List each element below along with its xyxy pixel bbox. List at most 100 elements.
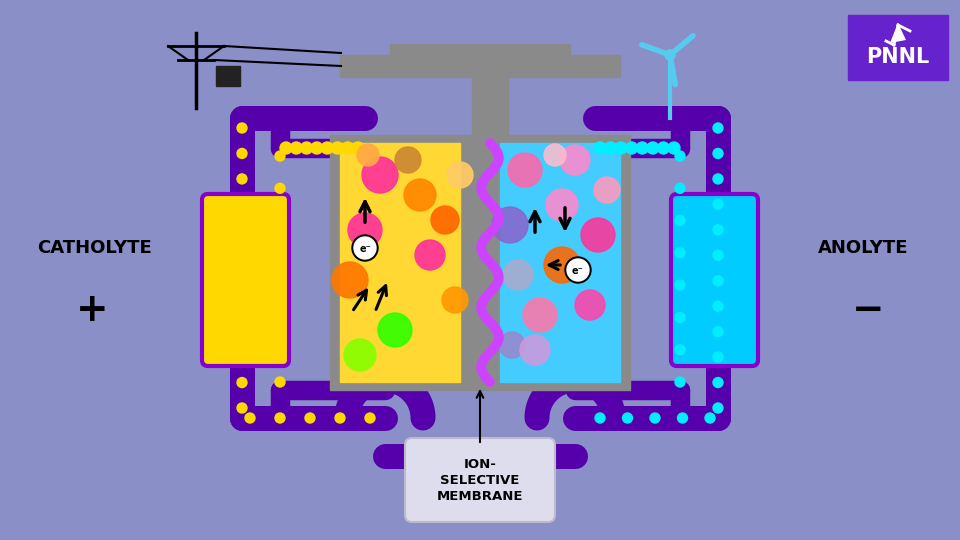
Circle shape	[431, 206, 459, 234]
Text: e⁻: e⁻	[359, 244, 371, 253]
Circle shape	[275, 377, 285, 387]
Circle shape	[404, 179, 436, 211]
FancyBboxPatch shape	[202, 194, 289, 366]
FancyBboxPatch shape	[671, 194, 758, 366]
Circle shape	[675, 151, 685, 161]
Circle shape	[499, 332, 525, 358]
Circle shape	[237, 123, 247, 133]
Circle shape	[365, 413, 375, 423]
Circle shape	[237, 352, 247, 362]
Circle shape	[447, 162, 473, 188]
Circle shape	[335, 413, 345, 423]
Circle shape	[658, 142, 669, 154]
Circle shape	[362, 157, 398, 193]
Circle shape	[595, 413, 605, 423]
Circle shape	[560, 145, 590, 175]
Circle shape	[713, 225, 723, 235]
Text: ANOLYTE: ANOLYTE	[818, 239, 908, 257]
Circle shape	[605, 142, 616, 154]
Circle shape	[544, 144, 566, 166]
Circle shape	[237, 148, 247, 158]
Circle shape	[594, 177, 620, 203]
Circle shape	[520, 335, 550, 365]
Circle shape	[245, 413, 255, 423]
Circle shape	[237, 327, 247, 336]
Circle shape	[290, 142, 302, 154]
Circle shape	[275, 345, 285, 355]
Circle shape	[508, 153, 542, 187]
Circle shape	[237, 199, 247, 210]
Circle shape	[275, 313, 285, 322]
Circle shape	[567, 259, 589, 281]
Circle shape	[442, 287, 468, 313]
Circle shape	[546, 189, 578, 221]
Bar	[330, 135, 630, 390]
Circle shape	[713, 276, 723, 286]
Bar	[500, 143, 620, 382]
Text: −: −	[852, 291, 884, 329]
Circle shape	[705, 413, 715, 423]
Circle shape	[275, 280, 285, 290]
Circle shape	[675, 377, 685, 387]
Circle shape	[575, 290, 605, 320]
Circle shape	[237, 250, 247, 260]
Circle shape	[237, 377, 247, 388]
Circle shape	[395, 147, 421, 173]
Circle shape	[665, 50, 675, 60]
Circle shape	[331, 142, 344, 154]
Circle shape	[544, 247, 580, 283]
Circle shape	[237, 403, 247, 413]
Circle shape	[650, 413, 660, 423]
Circle shape	[280, 142, 292, 154]
Bar	[390, 44, 570, 58]
Circle shape	[626, 142, 637, 154]
Circle shape	[275, 215, 285, 226]
Circle shape	[275, 248, 285, 258]
Circle shape	[305, 413, 315, 423]
Circle shape	[322, 142, 333, 154]
Circle shape	[503, 260, 533, 290]
Circle shape	[237, 276, 247, 286]
Text: ION-
SELECTIVE
MEMBRANE: ION- SELECTIVE MEMBRANE	[437, 457, 523, 503]
Circle shape	[713, 327, 723, 336]
Circle shape	[615, 142, 627, 154]
Text: CATHOLYTE: CATHOLYTE	[37, 239, 153, 257]
Circle shape	[357, 144, 379, 166]
Circle shape	[713, 352, 723, 362]
Circle shape	[565, 257, 591, 283]
Text: +: +	[76, 291, 108, 329]
Circle shape	[237, 225, 247, 235]
Circle shape	[675, 313, 685, 322]
Circle shape	[354, 237, 376, 259]
Circle shape	[594, 142, 606, 154]
Circle shape	[622, 413, 633, 423]
Circle shape	[713, 250, 723, 260]
Circle shape	[237, 301, 247, 311]
Circle shape	[675, 280, 685, 290]
Circle shape	[713, 174, 723, 184]
Circle shape	[675, 215, 685, 226]
Circle shape	[713, 403, 723, 413]
Circle shape	[344, 339, 376, 371]
Circle shape	[713, 148, 723, 158]
Circle shape	[311, 142, 323, 154]
Circle shape	[581, 218, 615, 252]
Bar	[848, 15, 948, 80]
Polygon shape	[890, 23, 906, 43]
Circle shape	[352, 235, 378, 261]
Text: PNNL: PNNL	[866, 47, 929, 67]
Circle shape	[675, 248, 685, 258]
Circle shape	[675, 345, 685, 355]
Circle shape	[713, 377, 723, 388]
Circle shape	[275, 183, 285, 193]
Circle shape	[332, 262, 368, 298]
Circle shape	[636, 142, 648, 154]
Circle shape	[713, 301, 723, 311]
Circle shape	[713, 123, 723, 133]
Circle shape	[678, 413, 687, 423]
FancyBboxPatch shape	[405, 438, 555, 522]
Bar	[340, 55, 620, 77]
Text: e⁻: e⁻	[572, 266, 584, 275]
Circle shape	[713, 199, 723, 210]
Bar	[216, 66, 240, 86]
